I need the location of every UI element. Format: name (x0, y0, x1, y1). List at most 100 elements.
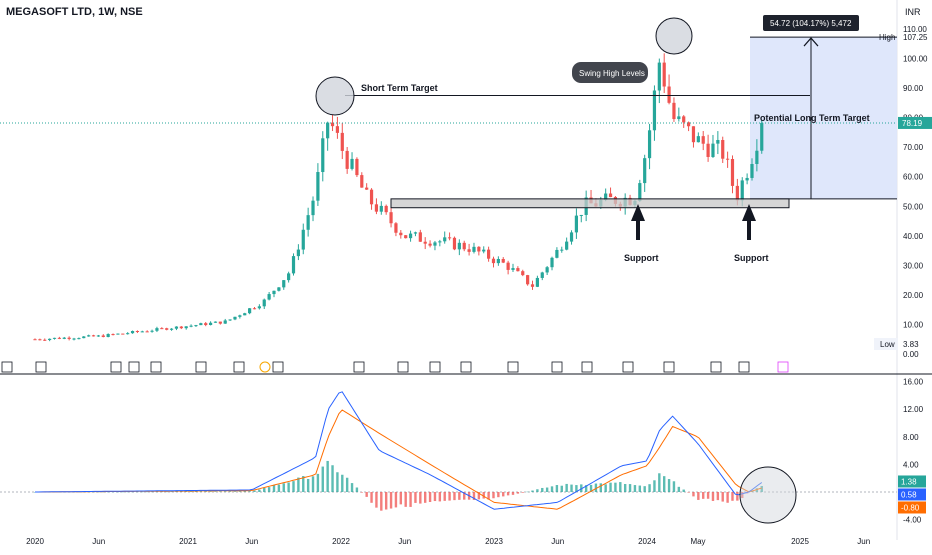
candle-body (604, 193, 608, 201)
candle-body (116, 333, 120, 335)
candle-body (574, 215, 579, 233)
macd-histogram-bar (531, 490, 534, 492)
macd-histogram-bar (433, 492, 437, 502)
macd-histogram-bar (282, 483, 285, 492)
candle-body (267, 294, 271, 300)
macd-histogram-bar (238, 491, 242, 492)
macd-histogram-bar (106, 491, 110, 493)
macd-histogram-bar (331, 465, 334, 492)
candle-body (565, 241, 569, 250)
candle-body (130, 331, 135, 334)
macd-histogram-bar (555, 485, 559, 492)
candle-body (121, 333, 125, 335)
potential-target-label: Potential Long Term Target (754, 113, 870, 123)
macd-tick-label: 4.00 (903, 460, 919, 469)
macd-histogram-bar (438, 492, 442, 502)
candle-body (638, 183, 642, 201)
earnings-marker (738, 361, 750, 373)
low-price-label: 3.83 (903, 340, 919, 349)
macd-histogram-bar (443, 492, 446, 501)
x-tick-label: 2024 (638, 537, 656, 546)
macd-histogram-bar (306, 478, 310, 492)
x-tick-label: Jun (245, 537, 258, 546)
candle-body (750, 163, 754, 178)
candle-body (233, 316, 237, 320)
macd-histogram-bar (370, 492, 373, 503)
candle-body (262, 299, 266, 307)
macd-histogram-bar (126, 491, 129, 493)
candle-body (423, 241, 427, 244)
candle-body (360, 175, 364, 188)
candle-body (730, 159, 735, 186)
macd-histogram-bar (214, 491, 217, 492)
macd-histogram-bar (297, 477, 300, 492)
earnings-marker (128, 361, 140, 373)
candle-body (160, 328, 164, 330)
candle-body (321, 138, 325, 173)
macd-histogram-bar (516, 492, 520, 494)
candle-body (418, 232, 422, 242)
macd-histogram-bar (263, 487, 266, 492)
macd-histogram-bar (482, 492, 485, 499)
candle-body (652, 90, 657, 131)
candle-body (530, 284, 535, 287)
candle-body (516, 268, 520, 272)
candle-body (760, 122, 764, 151)
candle-body (535, 277, 539, 287)
candle-body (282, 280, 286, 288)
candle-body (394, 223, 398, 233)
macd-histogram-bar (424, 492, 427, 503)
x-tick-label: May (690, 537, 705, 546)
macd-histogram-bar (633, 485, 637, 492)
candle-body (696, 136, 700, 143)
candle-body (369, 189, 374, 205)
macd-histogram-bar (677, 486, 681, 492)
macd-histogram-bar (170, 491, 173, 493)
candle-body (608, 193, 613, 198)
macd-value-label: -0.80 (901, 503, 920, 512)
price-tick-label: 60.00 (903, 173, 924, 182)
macd-tick-label: 16.00 (903, 378, 924, 387)
candle-body (38, 339, 42, 341)
candle-body (540, 272, 544, 278)
candle-body (252, 308, 257, 310)
macd-histogram-bar (243, 491, 246, 492)
candle-body (194, 325, 198, 327)
earnings-marker (460, 361, 472, 373)
macd-histogram-bar (584, 485, 588, 492)
candle-body (228, 319, 232, 321)
candle-body (462, 242, 466, 250)
macd-value-badge (898, 488, 926, 501)
candle-body (560, 249, 564, 251)
candle-body (311, 200, 315, 216)
levels-group (0, 94, 897, 209)
earnings-marker (35, 361, 47, 373)
axes-group: 110.00100.0090.0080.0070.0060.0050.0040.… (26, 25, 932, 546)
macd-histogram-bar (302, 476, 305, 492)
chart-title: MEGASOFT LTD, 1W, NSE (6, 6, 143, 18)
macd-histogram-bar (755, 488, 759, 492)
high-label: High (879, 33, 895, 42)
earnings-marker (507, 361, 519, 373)
x-tick-label: 2023 (485, 537, 503, 546)
macd-histogram-bar (487, 492, 490, 500)
candle-body (667, 86, 671, 103)
macd-histogram-bar (419, 492, 422, 504)
macd-value-badge (898, 501, 926, 514)
earnings-marker (150, 361, 162, 373)
macd-histogram-bar (760, 485, 763, 492)
candle-body (126, 333, 130, 335)
earnings-marker (110, 361, 122, 373)
measure-label-box (763, 15, 859, 31)
macd-histogram-bar (589, 484, 593, 492)
candle-body (686, 122, 691, 127)
low-label: Low (880, 340, 895, 349)
candle-body (745, 177, 749, 181)
macd-histogram-bar (185, 491, 188, 492)
earnings-marker (622, 361, 634, 373)
macd-histogram-bar (399, 492, 403, 505)
candle-body (150, 330, 154, 332)
candle-body (291, 256, 296, 274)
macd-histogram-bar (511, 492, 515, 495)
candle-body (301, 229, 305, 250)
